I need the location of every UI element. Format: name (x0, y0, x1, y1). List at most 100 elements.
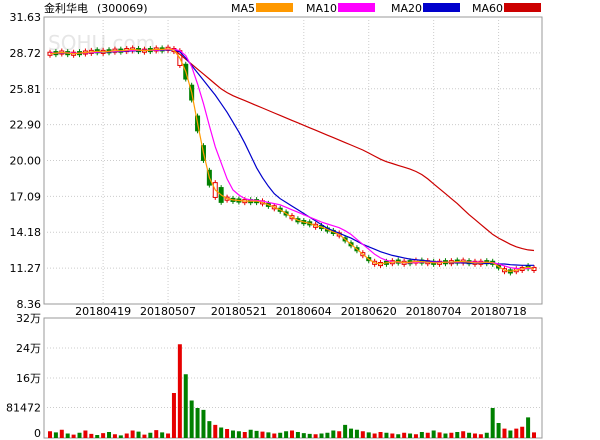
date-tick-label: 20180718 (471, 305, 527, 318)
volume-bar (425, 432, 430, 438)
volume-bar (490, 408, 495, 438)
volume-bar (236, 431, 241, 438)
volume-bar (532, 432, 536, 438)
legend-swatch-ma5 (256, 3, 293, 12)
price-tick-label: 31.63 (10, 11, 42, 24)
volume-bar (502, 428, 507, 438)
volume-bar (467, 432, 472, 438)
volume-bar (171, 393, 176, 438)
volume-bar (301, 433, 306, 438)
volume-bar (124, 433, 129, 438)
volume-bar (319, 433, 324, 438)
legend-swatch-ma20 (423, 3, 460, 12)
volume-bar (130, 430, 135, 438)
volume-bar (472, 433, 477, 438)
volume-bar (260, 431, 265, 438)
volume-bar (449, 432, 454, 438)
volume-tick-label: 81472 (6, 401, 41, 414)
volume-bar (343, 424, 348, 438)
volume-bar (189, 400, 194, 438)
volume-bar (65, 433, 70, 438)
volume-tick-label: 24万 (16, 342, 41, 355)
volume-bar (331, 430, 336, 438)
volume-bar (384, 432, 389, 438)
volume-bar (366, 432, 371, 438)
volume-bar (390, 433, 395, 438)
legend-label-ma20: MA20 (391, 2, 422, 15)
legend-swatch-ma60 (504, 3, 541, 12)
volume-bar (295, 432, 300, 438)
price-tick-label: 14.18 (10, 226, 42, 239)
price-tick-label: 28.72 (10, 47, 42, 60)
date-tick-label: 20180620 (341, 305, 397, 318)
volume-tick-label: 32万 (16, 312, 41, 325)
legend-label-ma60: MA60 (472, 2, 503, 15)
volume-bar (248, 429, 253, 438)
volume-bar (230, 430, 235, 438)
volume-bar (207, 421, 212, 438)
legend-label-ma5: MA5 (231, 2, 255, 15)
volume-bar (278, 432, 283, 438)
legend-label-ma10: MA10 (306, 2, 337, 15)
volume-bar (461, 431, 466, 438)
volume-bar (372, 433, 377, 438)
volume-bar (89, 433, 94, 438)
volume-bar (166, 433, 171, 438)
volume-bar (177, 344, 182, 438)
volume-bar (118, 435, 123, 438)
volume-bar (219, 427, 224, 438)
volume-bar (183, 374, 188, 438)
price-tick-label: 25.81 (10, 83, 42, 96)
volume-bar (148, 432, 153, 438)
volume-bar (71, 434, 76, 438)
volume-bar (213, 424, 218, 438)
date-tick-label: 20180704 (406, 305, 462, 318)
ma-lines (49, 48, 535, 273)
volume-bar (95, 435, 100, 438)
volume-bar (419, 432, 424, 438)
price-tick-label: 20.00 (10, 154, 42, 167)
volume-grid (44, 347, 542, 408)
volume-bar (437, 432, 442, 438)
volume-bar (526, 417, 531, 438)
volume-bar (408, 433, 413, 438)
volume-bar (337, 431, 342, 438)
volume-bar (313, 434, 318, 438)
price-tick-label: 11.27 (10, 262, 42, 275)
volume-bar (272, 433, 277, 438)
volume-bars (48, 344, 536, 438)
volume-bar (112, 434, 117, 438)
volume-bar (413, 434, 418, 438)
volume-bar (396, 434, 401, 438)
date-axis: 20180419 20180507 20180521 20180604 20180620… (75, 305, 526, 318)
volume-bar (101, 433, 106, 438)
volume-bar (378, 432, 383, 438)
ma60-line (173, 48, 535, 252)
date-tick-label: 20180604 (276, 305, 332, 318)
volume-bar (48, 431, 52, 438)
volume-bar (514, 428, 519, 438)
volume-bar (142, 434, 147, 438)
price-axis: 31.63 28.72 25.81 22.90 20.00 17.09 14.18 11.27… (10, 11, 42, 311)
date-tick-label: 20180521 (211, 305, 267, 318)
volume-bar (53, 432, 58, 438)
volume-bar (225, 429, 230, 438)
volume-bar (354, 429, 359, 438)
volume-bar (254, 430, 259, 438)
date-tick-label: 20180419 (75, 305, 131, 318)
volume-bar (154, 430, 159, 438)
date-tick-label: 20180507 (140, 305, 196, 318)
volume-bar (83, 430, 88, 438)
legend-swatch-ma10 (338, 3, 375, 12)
volume-bar (478, 434, 483, 438)
volume-bar (455, 432, 460, 438)
volume-bar (484, 432, 489, 438)
stock-name: 金利华电 (44, 1, 88, 15)
volume-bar (325, 432, 330, 438)
volume-bar (242, 432, 247, 438)
volume-bar (496, 423, 501, 438)
volume-bar (360, 431, 365, 438)
volume-bar (59, 429, 64, 438)
volume-bar (349, 428, 354, 438)
volume-tick-label: 0 (34, 427, 41, 440)
